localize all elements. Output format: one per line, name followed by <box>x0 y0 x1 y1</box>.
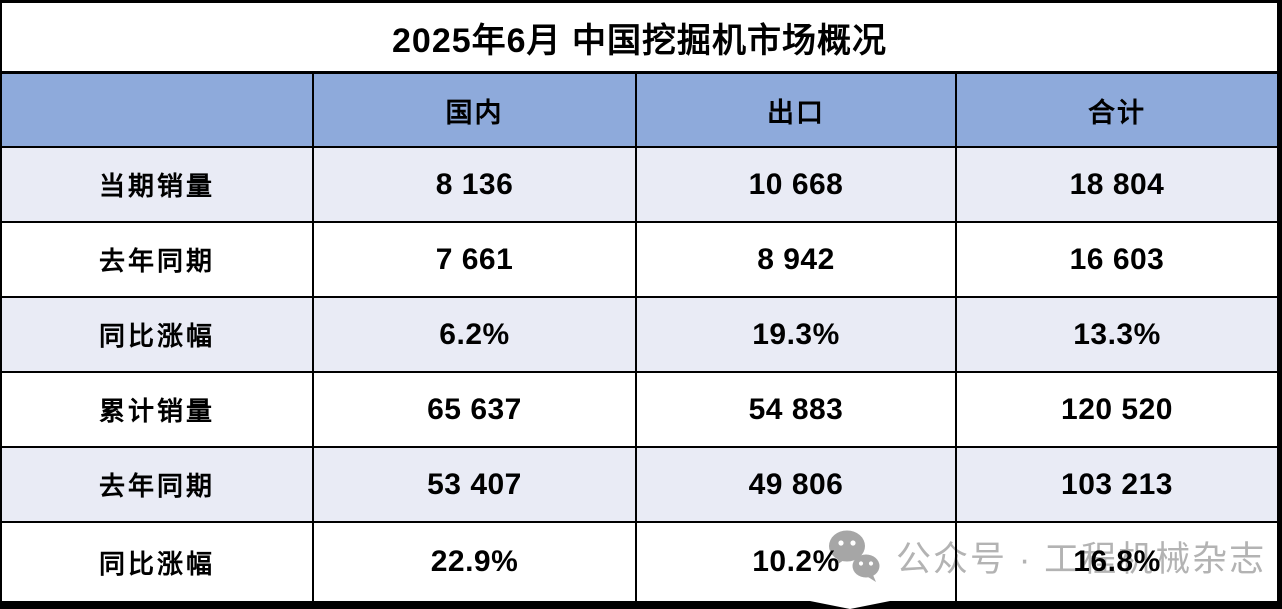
table-header-row: 国内 出口 合计 <box>2 74 1277 148</box>
table-row: 去年同期 7 661 8 942 16 603 <box>2 223 1277 298</box>
value-cell: 65 637 <box>314 373 637 446</box>
value-cell: 13.3% <box>1073 317 1161 351</box>
value-cell: 8 942 <box>637 223 957 296</box>
header-cell-total: 合计 <box>1088 97 1146 128</box>
table-row: 同比涨幅 22.9% 10.2% 16.8% <box>2 523 1277 601</box>
header-cell-domestic: 国内 <box>314 74 637 146</box>
row-label: 累计销量 <box>2 373 314 446</box>
watermark-text: 公众号 · 工程机械杂志 <box>896 540 1267 579</box>
header-cell-blank <box>2 74 314 146</box>
value-cell: 6.2% <box>314 298 637 371</box>
wechat-icon <box>829 530 880 582</box>
row-label: 当期销量 <box>2 148 314 221</box>
header-cell-export: 出口 <box>637 74 957 146</box>
bottom-notch-decoration <box>810 601 890 609</box>
table-row: 去年同期 53 407 49 806 103 213 <box>2 448 1277 523</box>
value-cell: 19.3% <box>637 298 957 371</box>
row-label: 同比涨幅 <box>2 523 314 601</box>
value-cell: 10.2% <box>637 523 957 601</box>
row-label: 去年同期 <box>2 223 314 296</box>
row-label: 同比涨幅 <box>2 298 314 371</box>
value-cell: 54 883 <box>637 373 957 446</box>
watermark: 公众号 · 工程机械杂志 <box>828 529 1266 584</box>
value-cell: 120 520 <box>1061 392 1173 426</box>
page-title: 2025年6月 中国挖掘机市场概况 <box>392 21 887 60</box>
table-title-row: 2025年6月 中国挖掘机市场概况 <box>2 3 1277 74</box>
value-cell: 18 804 <box>1069 167 1165 201</box>
row-label: 去年同期 <box>2 448 314 521</box>
value-cell: 49 806 <box>637 448 957 521</box>
table-row: 当期销量 8 136 10 668 18 804 <box>2 148 1277 223</box>
value-cell: 16.8% <box>1073 545 1161 578</box>
value-cell: 16 603 <box>1069 242 1165 276</box>
value-cell: 8 136 <box>314 148 637 221</box>
value-cell: 53 407 <box>314 448 637 521</box>
value-cell: 22.9% <box>314 523 637 601</box>
value-cell: 10 668 <box>637 148 957 221</box>
table-row: 累计销量 65 637 54 883 120 520 <box>2 373 1277 448</box>
value-cell: 103 213 <box>1061 467 1173 501</box>
table-row: 同比涨幅 6.2% 19.3% 13.3% <box>2 298 1277 373</box>
value-cell: 7 661 <box>314 223 637 296</box>
